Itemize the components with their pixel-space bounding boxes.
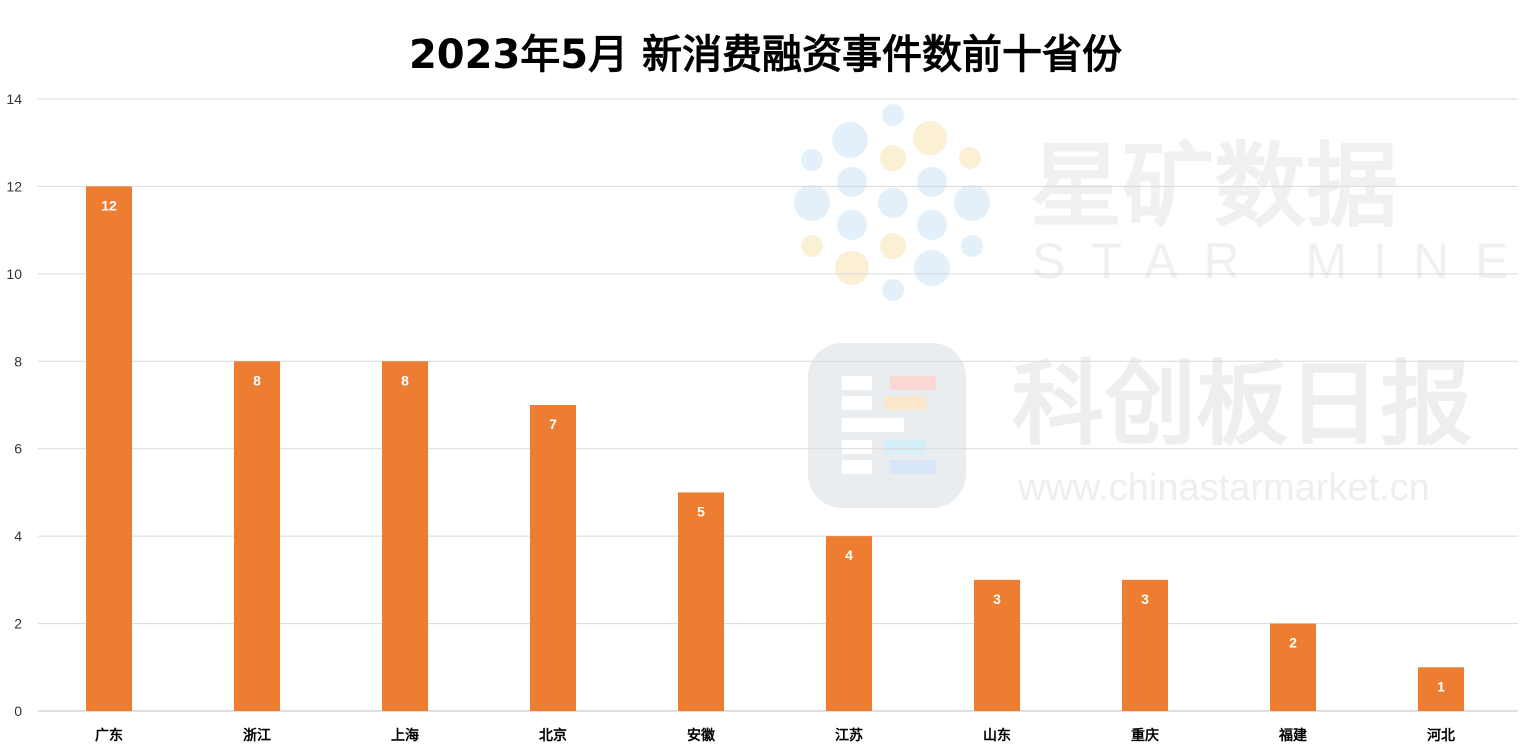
watermark-bottom-cn: 科创板日报 xyxy=(1012,351,1472,458)
y-tick-label: 4 xyxy=(14,528,22,544)
x-category-label: 浙江 xyxy=(243,727,271,744)
y-tick-label: 14 xyxy=(6,91,22,107)
chart-title: 2023年5月 新消费融资事件数前十省份 xyxy=(408,32,1123,78)
bars xyxy=(86,186,1464,711)
bar-value-label: 3 xyxy=(993,591,1001,607)
bar-value-label: 3 xyxy=(1141,591,1149,607)
bar xyxy=(678,492,724,711)
bar xyxy=(1122,579,1168,711)
y-tick-label: 6 xyxy=(14,441,22,457)
y-tick-label: 8 xyxy=(14,353,22,369)
y-tick-label: 12 xyxy=(6,178,22,194)
logo-blocks-icon xyxy=(842,376,936,474)
y-tick-label: 2 xyxy=(14,616,22,632)
watermark: 星矿数据 STAR MINE 科创板日报 www.chinastarmarket… xyxy=(794,104,1531,509)
bar-value-label: 12 xyxy=(101,197,117,213)
bar xyxy=(86,186,132,711)
x-category-label: 江苏 xyxy=(835,727,863,744)
x-category-label: 北京 xyxy=(539,727,567,744)
bar-value-label: 1 xyxy=(1437,678,1445,694)
watermark-url: www.chinastarmarket.cn xyxy=(1017,467,1430,509)
x-category-label: 山东 xyxy=(983,727,1011,744)
bar xyxy=(382,361,428,711)
x-category-label: 上海 xyxy=(391,727,419,744)
bar xyxy=(974,579,1020,711)
bar-value-label: 7 xyxy=(549,416,557,432)
x-axis-categories: 广东 浙江 上海 北京 安徽 江苏 山东 重庆 福建 河北 xyxy=(95,727,1455,744)
bar xyxy=(530,405,576,711)
x-category-label: 福建 xyxy=(1278,727,1307,744)
y-axis-ticks: 0 2 4 6 8 10 12 14 xyxy=(6,91,22,719)
bar xyxy=(826,536,872,711)
x-category-label: 广东 xyxy=(95,727,123,744)
data-labels: 12 8 8 7 5 4 3 3 2 1 xyxy=(101,197,1445,694)
y-tick-label: 10 xyxy=(6,266,22,282)
x-category-label: 安徽 xyxy=(687,727,716,744)
y-tick-label: 0 xyxy=(14,703,22,719)
bar-value-label: 2 xyxy=(1289,635,1297,651)
watermark-top-en: STAR MINE xyxy=(1032,233,1531,289)
bar xyxy=(234,361,280,711)
bar-value-label: 4 xyxy=(845,547,853,563)
bar-value-label: 8 xyxy=(253,372,261,388)
x-category-label: 重庆 xyxy=(1131,727,1159,744)
star-mine-dots-icon xyxy=(794,104,990,301)
bar xyxy=(1418,667,1464,711)
bar-value-label: 5 xyxy=(697,503,705,519)
bar-value-label: 8 xyxy=(401,372,409,388)
x-category-label: 河北 xyxy=(1427,727,1455,744)
bar xyxy=(1270,623,1316,711)
